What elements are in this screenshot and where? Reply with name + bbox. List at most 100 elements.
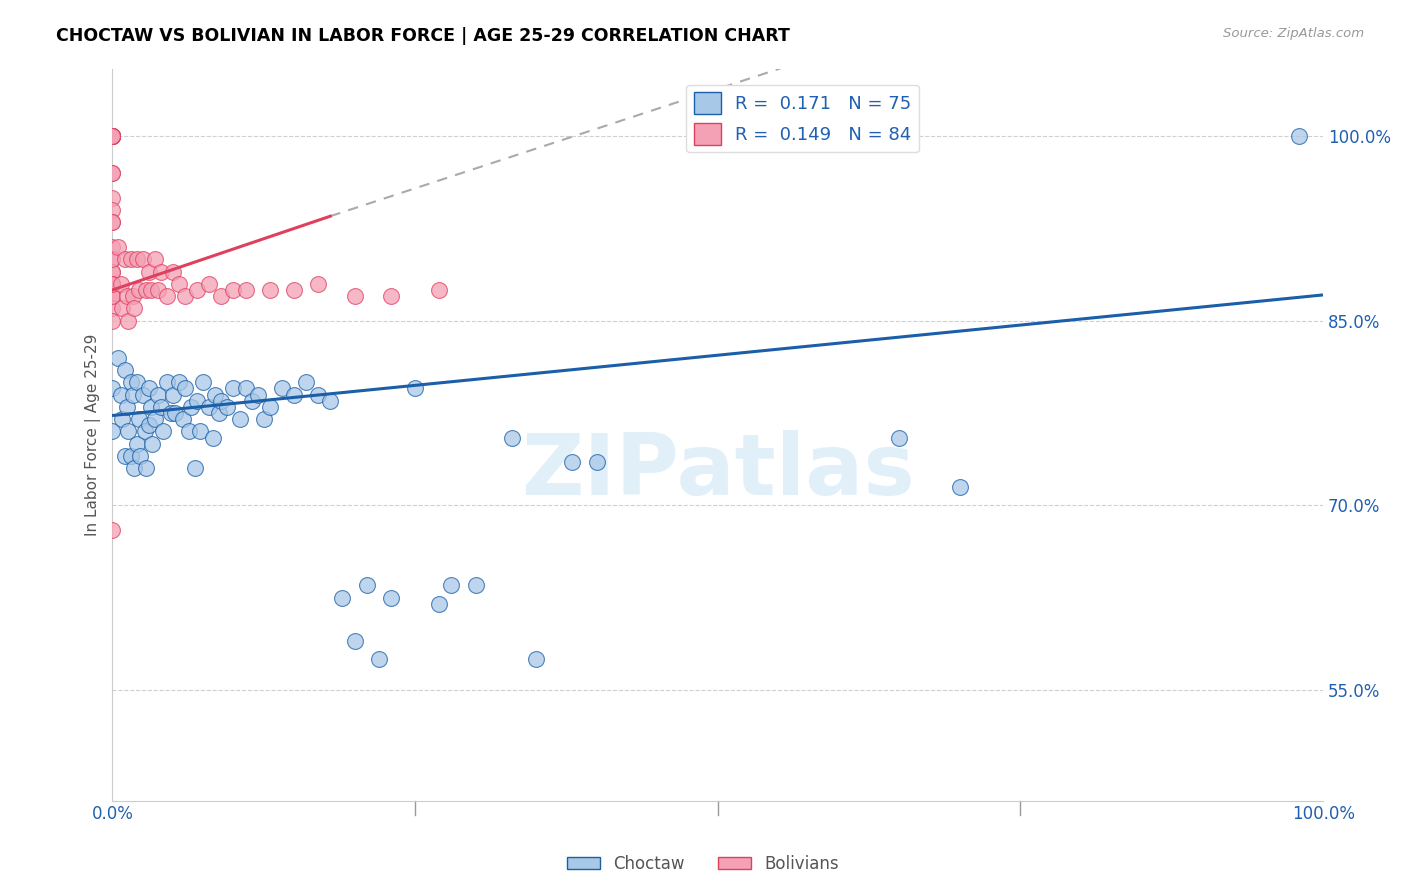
Text: CHOCTAW VS BOLIVIAN IN LABOR FORCE | AGE 25-29 CORRELATION CHART: CHOCTAW VS BOLIVIAN IN LABOR FORCE | AGE…: [56, 27, 790, 45]
Point: [235, 283, 257, 297]
Point: [101, 129, 124, 144]
Point: [186, 283, 208, 297]
Point: [380, 591, 402, 605]
Point: [101, 264, 124, 278]
Point: [101, 129, 124, 144]
Point: [101, 129, 124, 144]
Point: [343, 633, 366, 648]
Point: [283, 283, 305, 297]
Point: [101, 129, 124, 144]
Point: [135, 461, 157, 475]
Point: [101, 129, 124, 144]
Point: [101, 129, 124, 144]
Point: [122, 461, 145, 475]
Point: [143, 252, 166, 267]
Point: [115, 289, 138, 303]
Point: [307, 277, 329, 291]
Point: [193, 376, 215, 390]
Point: [101, 215, 124, 229]
Point: [222, 381, 245, 395]
Point: [111, 301, 134, 316]
Point: [101, 129, 124, 144]
Point: [131, 387, 153, 401]
Point: [101, 166, 124, 180]
Point: [217, 400, 239, 414]
Y-axis label: In Labor Force | Age 25-29: In Labor Force | Age 25-29: [86, 334, 101, 536]
Point: [101, 277, 124, 291]
Point: [101, 277, 124, 291]
Point: [1288, 129, 1310, 144]
Point: [156, 289, 179, 303]
Point: [129, 449, 152, 463]
Point: [949, 480, 972, 494]
Point: [271, 381, 294, 395]
Point: [188, 425, 211, 439]
Point: [253, 412, 276, 426]
Point: [204, 387, 226, 401]
Point: [122, 387, 145, 401]
Point: [332, 591, 354, 605]
Point: [101, 129, 124, 144]
Point: [101, 129, 124, 144]
Point: [101, 129, 124, 144]
Point: [209, 289, 232, 303]
Point: [101, 202, 124, 217]
Point: [889, 431, 911, 445]
Point: [228, 412, 250, 426]
Point: [101, 264, 124, 278]
Point: [246, 387, 269, 401]
Point: [141, 283, 163, 297]
Point: [222, 283, 245, 297]
Point: [101, 129, 124, 144]
Point: [235, 381, 257, 395]
Point: [561, 455, 583, 469]
Point: [101, 129, 124, 144]
Point: [101, 252, 124, 267]
Point: [440, 578, 463, 592]
Point: [585, 455, 607, 469]
Point: [101, 129, 124, 144]
Point: [343, 289, 366, 303]
Point: [259, 400, 281, 414]
Point: [101, 129, 124, 144]
Point: [101, 277, 124, 291]
Point: [174, 381, 197, 395]
Point: [125, 252, 148, 267]
Point: [356, 578, 378, 592]
Point: [110, 387, 132, 401]
Point: [101, 129, 124, 144]
Point: [101, 129, 124, 144]
Point: [101, 289, 124, 303]
Point: [128, 412, 150, 426]
Point: [122, 289, 145, 303]
Point: [162, 264, 184, 278]
Point: [319, 393, 342, 408]
Point: [125, 376, 148, 390]
Point: [138, 381, 160, 395]
Point: [148, 283, 170, 297]
Point: [240, 393, 263, 408]
Point: [101, 289, 124, 303]
Point: [141, 400, 163, 414]
Point: [209, 393, 232, 408]
Point: [101, 129, 124, 144]
Point: [101, 129, 124, 144]
Point: [135, 283, 157, 297]
Point: [198, 277, 221, 291]
Point: [177, 425, 200, 439]
Text: ZIPatlas: ZIPatlas: [520, 430, 915, 513]
Point: [115, 400, 138, 414]
Point: [101, 191, 124, 205]
Point: [101, 215, 124, 229]
Point: [101, 129, 124, 144]
Point: [259, 283, 281, 297]
Point: [101, 425, 124, 439]
Point: [208, 406, 231, 420]
Text: Source: ZipAtlas.com: Source: ZipAtlas.com: [1223, 27, 1364, 40]
Point: [107, 240, 129, 254]
Point: [131, 252, 153, 267]
Point: [101, 252, 124, 267]
Point: [120, 449, 142, 463]
Point: [152, 425, 174, 439]
Point: [114, 363, 136, 377]
